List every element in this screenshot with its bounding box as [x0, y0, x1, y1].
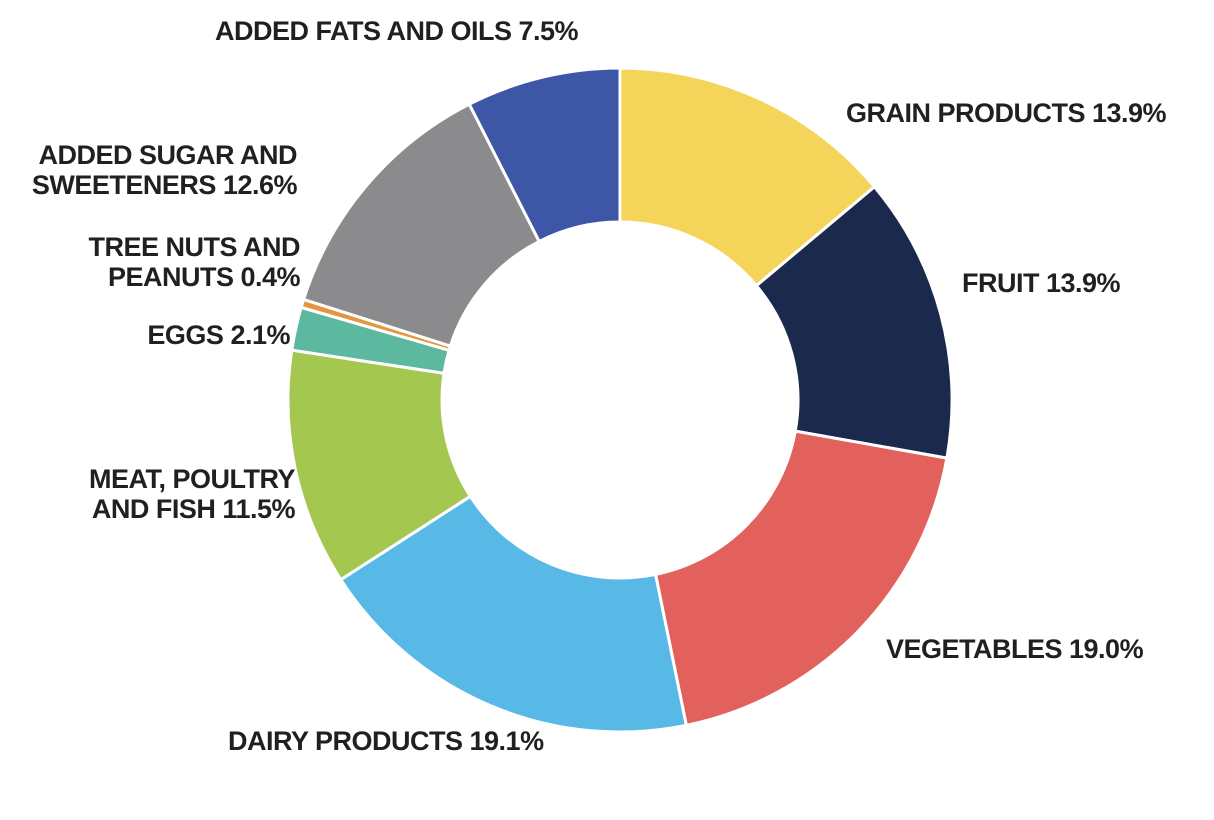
slice-vegetables	[654, 429, 949, 727]
slice-fruit	[754, 185, 954, 460]
label-tree-nuts-peanuts: TREE NUTS AND PEANUTS 0.4%	[88, 232, 300, 293]
label-grain-products: GRAIN PRODUCTS 13.9%	[846, 98, 1167, 128]
label-vegetables: VEGETABLES 19.0%	[886, 634, 1144, 664]
slice-added-fats-and-oils	[467, 66, 622, 243]
slice-grain-products	[618, 66, 876, 288]
slice-dairy-products	[339, 494, 688, 734]
slice-added-sugar-and-sweeteners	[302, 102, 541, 348]
label-added-fats-oils: ADDED FATS AND OILS 7.5%	[214, 16, 579, 46]
label-meat-poultry-fish: MEAT, POULTRY AND FISH 11.5%	[89, 464, 296, 525]
label-fruit: FRUIT 13.9%	[962, 268, 1121, 298]
label-dairy-products: DAIRY PRODUCTS 19.1%	[228, 726, 544, 756]
label-eggs: EGGS 2.1%	[147, 320, 290, 350]
label-added-sugar-sweeteners: ADDED SUGAR AND SWEETENERS 12.6%	[31, 140, 298, 201]
